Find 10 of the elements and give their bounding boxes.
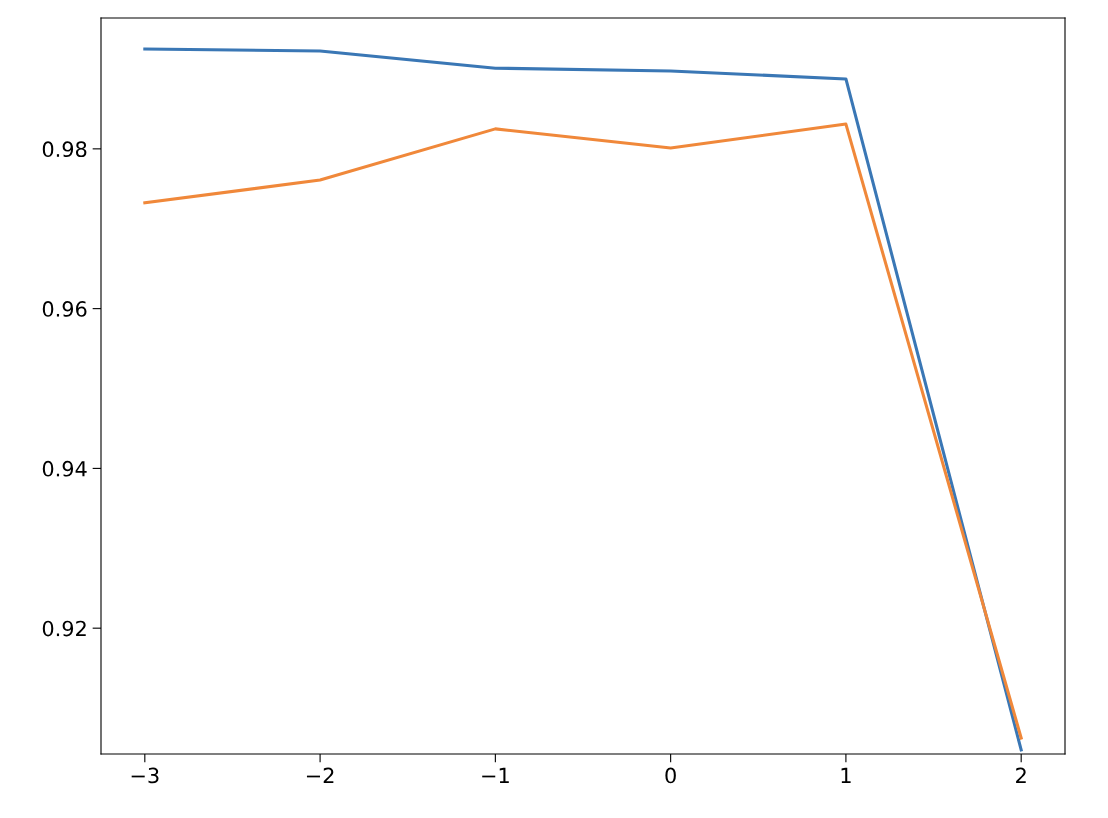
x-tick-label: 1 <box>841 767 851 784</box>
x-tick-label: −3 <box>131 767 159 784</box>
y-tick-label: 0.92 <box>42 620 86 637</box>
y-tick-label: 0.94 <box>42 460 87 477</box>
x-tick-label: −1 <box>482 767 509 784</box>
x-tick-label: −2 <box>306 767 334 784</box>
x-tick-label: 0 <box>665 767 676 784</box>
y-tick-label: 0.96 <box>42 301 87 317</box>
x-tick-label: 2 <box>1016 767 1026 784</box>
y-tick-label: 0.98 <box>42 141 87 158</box>
